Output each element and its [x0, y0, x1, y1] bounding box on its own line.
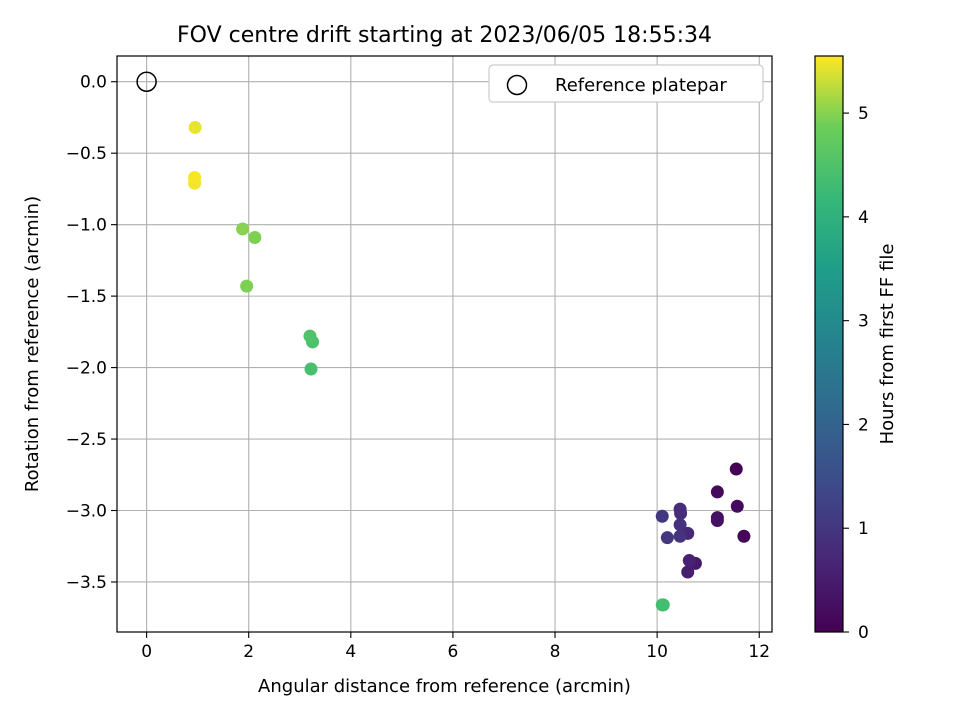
plot-frame [116, 55, 773, 633]
y-axis-ticks: 0.0 −0.5 −1.0 −1.5 −2.0 −2.5 −3.0 −3.5 [66, 73, 117, 593]
data-point [240, 279, 254, 293]
x-axis-ticks: 0 2 4 6 8 10 12 [141, 632, 770, 662]
colorbar-tick-label: 3 [858, 312, 869, 332]
x-tick-label: 4 [345, 642, 356, 662]
colorbar-ticks: 0 1 2 3 4 5 [843, 104, 869, 643]
y-tick-label: −1.5 [66, 287, 107, 307]
x-tick-label: 6 [448, 642, 459, 662]
data-point [188, 120, 202, 134]
data-point [304, 362, 318, 376]
data-point [710, 485, 724, 499]
data-point [674, 506, 688, 520]
data-point [655, 598, 669, 612]
colorbar-label: Hours from first FF file [877, 244, 898, 445]
data-point [248, 231, 262, 245]
y-tick-label: 0.0 [80, 73, 107, 93]
y-tick-label: −2.5 [66, 430, 107, 450]
data-points [136, 71, 751, 612]
x-axis-label: Angular distance from reference (arcmin) [258, 676, 631, 697]
data-point [730, 499, 744, 513]
legend-box [488, 64, 764, 103]
chart-title: FOV centre drift starting at 2023/06/05 … [177, 23, 712, 48]
colorbar-tick-label: 2 [858, 415, 869, 435]
data-point [737, 529, 751, 543]
y-tick-label: −3.5 [66, 573, 107, 593]
y-tick-label: −3.0 [66, 502, 107, 522]
grid [117, 56, 772, 632]
x-tick-label: 12 [748, 642, 770, 662]
legend-reference-marker [506, 74, 528, 96]
data-point [673, 529, 687, 543]
colorbar-gradient [814, 55, 844, 633]
plot-area [117, 56, 772, 632]
reference-point-marker [136, 71, 157, 92]
x-tick-label: 10 [646, 642, 668, 662]
x-tick-label: 8 [550, 642, 561, 662]
data-point [660, 531, 674, 545]
y-tick-label: −0.5 [66, 144, 107, 164]
data-point [710, 514, 724, 528]
data-point [681, 565, 695, 579]
colorbar-tick-label: 4 [858, 208, 869, 228]
data-point [673, 518, 687, 532]
data-point [188, 170, 202, 184]
colorbar-tick-label: 1 [858, 519, 869, 539]
x-tick-label: 0 [141, 642, 152, 662]
x-tick-label: 2 [243, 642, 254, 662]
colorbar-tick-label: 0 [858, 623, 869, 643]
data-point [682, 554, 696, 568]
data-point [236, 222, 250, 236]
legend-reference-label: Reference platepar [555, 75, 727, 96]
data-point [655, 509, 669, 523]
y-tick-label: −1.0 [66, 216, 107, 236]
colorbar: 0 1 2 3 4 5 Hours from first FF file [814, 55, 898, 643]
y-tick-label: −2.0 [66, 359, 107, 379]
y-axis-label: Rotation from reference (arcmin) [22, 196, 43, 492]
colorbar-tick-label: 5 [858, 104, 869, 124]
data-point [303, 329, 317, 343]
data-point [729, 462, 743, 476]
legend: Reference platepar [488, 64, 764, 103]
